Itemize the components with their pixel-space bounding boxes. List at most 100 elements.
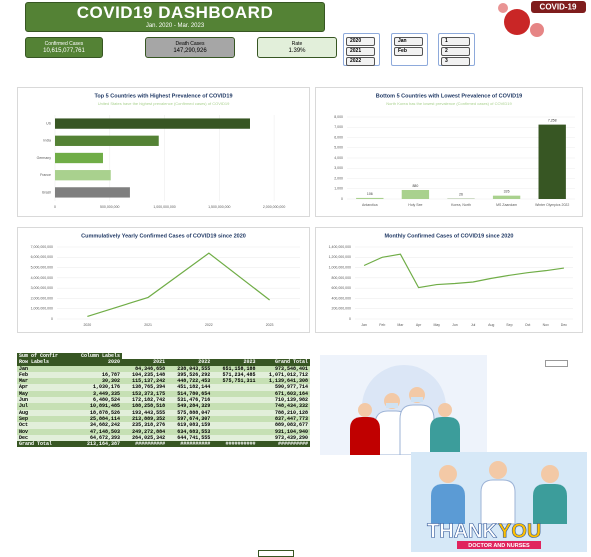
x-tick-label: Aug (488, 323, 494, 327)
table-cell: Sep (17, 415, 70, 423)
table-cell (212, 390, 258, 398)
bar (401, 189, 430, 199)
slicer-item[interactable]: 2020 (346, 37, 375, 46)
table-cell: 837,447,773 (257, 415, 310, 423)
table-cell: 590,977,714 (257, 384, 310, 391)
kpi-card: Confirmed Cases 10,615,077,761 (25, 37, 103, 58)
chart-title: Monthly Confirmed Cases of COVID19 since… (385, 233, 514, 239)
table-cell: 1,030,176 (69, 384, 122, 391)
kpi-value: 147,290,926 (173, 48, 207, 54)
table-cell: 395,526,292 (167, 371, 213, 379)
table-cell: 6,480,524 (69, 397, 122, 404)
chart-subtitle: United States have the highest prevalenc… (98, 101, 230, 106)
chart: Bottom 5 Countries with Lowest Prevalenc… (315, 87, 583, 217)
y-tick-label: 400,000,000 (332, 296, 352, 300)
x-tick-label: Jun (452, 323, 458, 327)
y-tick-label: 1,000,000,000 (329, 265, 351, 269)
x-tick-label: Antarctica (362, 203, 378, 207)
table-cell: 47,148,503 (69, 428, 122, 435)
table-cell: 1,071,012,712 (257, 371, 310, 379)
table-cell: 644,741,555 (167, 434, 213, 442)
table-cell (212, 403, 258, 410)
table-cell: 188,258,518 (121, 403, 168, 410)
dashboard-title: COVID19 DASHBOARD (76, 3, 274, 22)
table-cell: 18,878,526 (69, 409, 122, 416)
bar (538, 124, 566, 199)
kpi-label: Death Cases (175, 41, 205, 47)
x-tick-label: Dec (561, 323, 567, 327)
slicer[interactable]: Jan Feb (391, 33, 428, 66)
slicer-item[interactable]: 1 (441, 37, 470, 46)
table-row: Sum of Confir Column Labels (17, 353, 310, 360)
table-cell: 104,235,148 (121, 371, 168, 379)
table-cell: 575,888,047 (167, 409, 213, 416)
table-cell: Grand Total (17, 441, 70, 448)
bar (356, 197, 384, 199)
y-tick-label: 0 (51, 317, 53, 321)
slicer[interactable]: 2020 2021 2022 (343, 33, 380, 66)
y-tick-label: 2,000,000,000 (31, 296, 53, 300)
data-label: 326 (504, 190, 510, 194)
table-cell: 451,182,144 (167, 384, 213, 391)
table-row: Mar 30,302 115,137,242 448,722,453 575,751,3… (17, 378, 310, 385)
slicer-item[interactable]: Jan (394, 37, 423, 46)
thank-text: THANK (427, 520, 498, 542)
chart: Cummulatively Yearly Confirmed Cases of … (17, 227, 310, 333)
table-cell: 2021 (121, 359, 168, 366)
table-cell: 448,722,453 (167, 378, 213, 385)
table-cell: 30,302 (69, 378, 122, 385)
slicer-item[interactable]: 3 (441, 57, 470, 66)
dashboard-subtitle: Jan. 2020 - Mar. 2023 (145, 23, 205, 29)
table-cell: 597,674,307 (167, 415, 213, 423)
slicer-item[interactable]: Feb (394, 47, 423, 56)
y-tick-label: 5,000,000,000 (31, 265, 53, 269)
x-tick-label: 2020 (83, 323, 91, 327)
x-tick-label: MS Zaandam (496, 203, 517, 207)
x-tick-label: 1,000,000,000 (153, 205, 175, 209)
chart: Top 5 Countries with Highest Prevalence … (17, 87, 310, 217)
slicer-item[interactable]: 2 (441, 47, 470, 56)
chart-frame (17, 227, 310, 333)
y-tick-label: 1,000,000,000 (31, 307, 53, 311)
pivot-table: Sum of Confir Column Labels Row Labels 2020… (17, 353, 310, 448)
table-row: May 3,449,335 153,373,175 514,780,654 671,60… (17, 390, 310, 398)
x-tick-label: 1,500,000,000 (208, 205, 230, 209)
chart-frame (315, 87, 583, 217)
bar (55, 187, 130, 198)
table-cell: 2022 (167, 359, 213, 366)
table-cell: Grand Total (257, 359, 310, 366)
y-tick-label: 1,200,000,000 (329, 255, 351, 259)
y-tick-label: 8,000 (334, 115, 343, 119)
table-cell: Jun (17, 397, 70, 404)
table-row: Jan 84,346,658 238,043,555 651,158,188 973,5… (17, 365, 310, 372)
chart-subtitle: North Korea has the lowest prevalence (C… (386, 101, 512, 106)
table-cell: 671,603,164 (257, 390, 310, 398)
table-row: Jun 6,480,524 172,182,742 531,476,716 710,13… (17, 397, 310, 404)
table-row: Nov 47,148,503 249,272,884 634,683,553 931,1… (17, 428, 310, 435)
bar (55, 118, 250, 129)
table-cell: 549,284,329 (167, 403, 213, 410)
shape (545, 360, 568, 367)
slicer-item[interactable]: 2022 (346, 57, 375, 66)
kpi-value: 10,615,077,761 (43, 48, 85, 54)
y-tick-label: 6,000 (334, 135, 343, 139)
table-row: Dec 64,672,393 264,025,342 644,741,555 973,4… (17, 434, 310, 442)
table-cell: 153,373,175 (121, 390, 168, 398)
x-tick-label: Winter Olympics 2022 (535, 203, 569, 207)
table-row: Row Labels 2020 2021 2022 2023 Grand Total (17, 359, 310, 366)
doctors-illustration (320, 355, 487, 455)
y-tick-label: 3,000,000,000 (31, 286, 53, 290)
table-cell (212, 434, 258, 442)
slicer-item[interactable]: 2021 (346, 47, 375, 56)
table-cell: Dec (17, 434, 70, 442)
table-cell (212, 397, 258, 404)
x-tick-label: 2021 (144, 323, 152, 327)
table-row: Feb 16,787 104,235,148 395,526,292 571,234,4… (17, 371, 310, 379)
table-cell: 64,672,393 (69, 434, 122, 442)
table-cell: Jan (17, 365, 70, 372)
data-label: 26 (459, 193, 463, 197)
table-cell (212, 422, 258, 429)
x-tick-label: Korea, North (451, 203, 471, 207)
bar (55, 152, 103, 164)
